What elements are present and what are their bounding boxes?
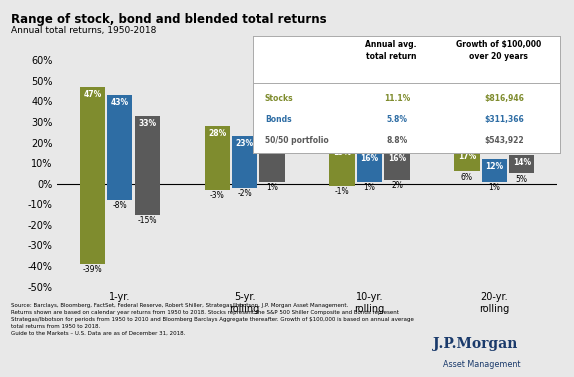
- Text: $311,366: $311,366: [484, 115, 524, 124]
- Text: 8.8%: 8.8%: [386, 136, 408, 146]
- Text: 16%: 16%: [360, 154, 379, 163]
- Text: 19%: 19%: [333, 148, 351, 157]
- Text: J.P.Morgan: J.P.Morgan: [433, 337, 518, 351]
- Text: Bonds: Bonds: [265, 115, 292, 124]
- Text: Stocks: Stocks: [265, 94, 293, 103]
- Text: $816,946: $816,946: [484, 94, 524, 103]
- Text: Range of stock, bond and blended total returns: Range of stock, bond and blended total r…: [11, 13, 327, 26]
- Text: -8%: -8%: [113, 201, 127, 210]
- Text: 1%: 1%: [488, 183, 501, 192]
- Text: 2%: 2%: [391, 181, 403, 190]
- Text: 14%: 14%: [513, 158, 531, 167]
- Text: 5%: 5%: [516, 175, 528, 184]
- Text: 1%: 1%: [363, 183, 375, 192]
- Text: 21%: 21%: [263, 144, 281, 153]
- Bar: [357, 151, 382, 182]
- Bar: [107, 95, 133, 200]
- Text: 12%: 12%: [485, 162, 503, 171]
- Bar: [232, 136, 257, 188]
- Bar: [482, 159, 507, 182]
- Text: Asset Management: Asset Management: [443, 360, 521, 369]
- Text: 50/50 portfolio: 50/50 portfolio: [265, 136, 328, 146]
- Bar: [204, 126, 230, 190]
- Text: Annual avg.
total return: Annual avg. total return: [365, 40, 417, 61]
- Text: 6%: 6%: [461, 173, 473, 182]
- Text: -2%: -2%: [238, 189, 252, 198]
- Text: 16%: 16%: [388, 154, 406, 163]
- Bar: [509, 155, 534, 173]
- Text: 47%: 47%: [83, 90, 102, 99]
- Text: -3%: -3%: [210, 191, 224, 200]
- Bar: [385, 151, 410, 179]
- Text: 33%: 33%: [138, 119, 156, 128]
- Text: 11.1%: 11.1%: [384, 94, 410, 103]
- Text: 28%: 28%: [208, 129, 226, 138]
- Bar: [454, 149, 479, 172]
- Text: -15%: -15%: [138, 216, 157, 225]
- Text: -1%: -1%: [335, 187, 350, 196]
- Text: -39%: -39%: [83, 265, 102, 274]
- Text: 43%: 43%: [111, 98, 129, 107]
- Text: Growth of $100,000
over 20 years: Growth of $100,000 over 20 years: [456, 40, 541, 61]
- Text: Source: Barclays, Bloomberg, FactSet, Federal Reserve, Robert Shiller, Strategas: Source: Barclays, Bloomberg, FactSet, Fe…: [11, 303, 414, 336]
- Bar: [259, 141, 285, 182]
- Bar: [80, 87, 105, 264]
- Text: Annual total returns, 1950-2018: Annual total returns, 1950-2018: [11, 26, 157, 35]
- Bar: [135, 116, 160, 215]
- Text: 1%: 1%: [266, 183, 278, 192]
- Text: 23%: 23%: [235, 139, 254, 149]
- Text: 17%: 17%: [458, 152, 476, 161]
- Bar: [329, 145, 355, 186]
- Text: $543,922: $543,922: [484, 136, 524, 146]
- Text: 5.8%: 5.8%: [386, 115, 408, 124]
